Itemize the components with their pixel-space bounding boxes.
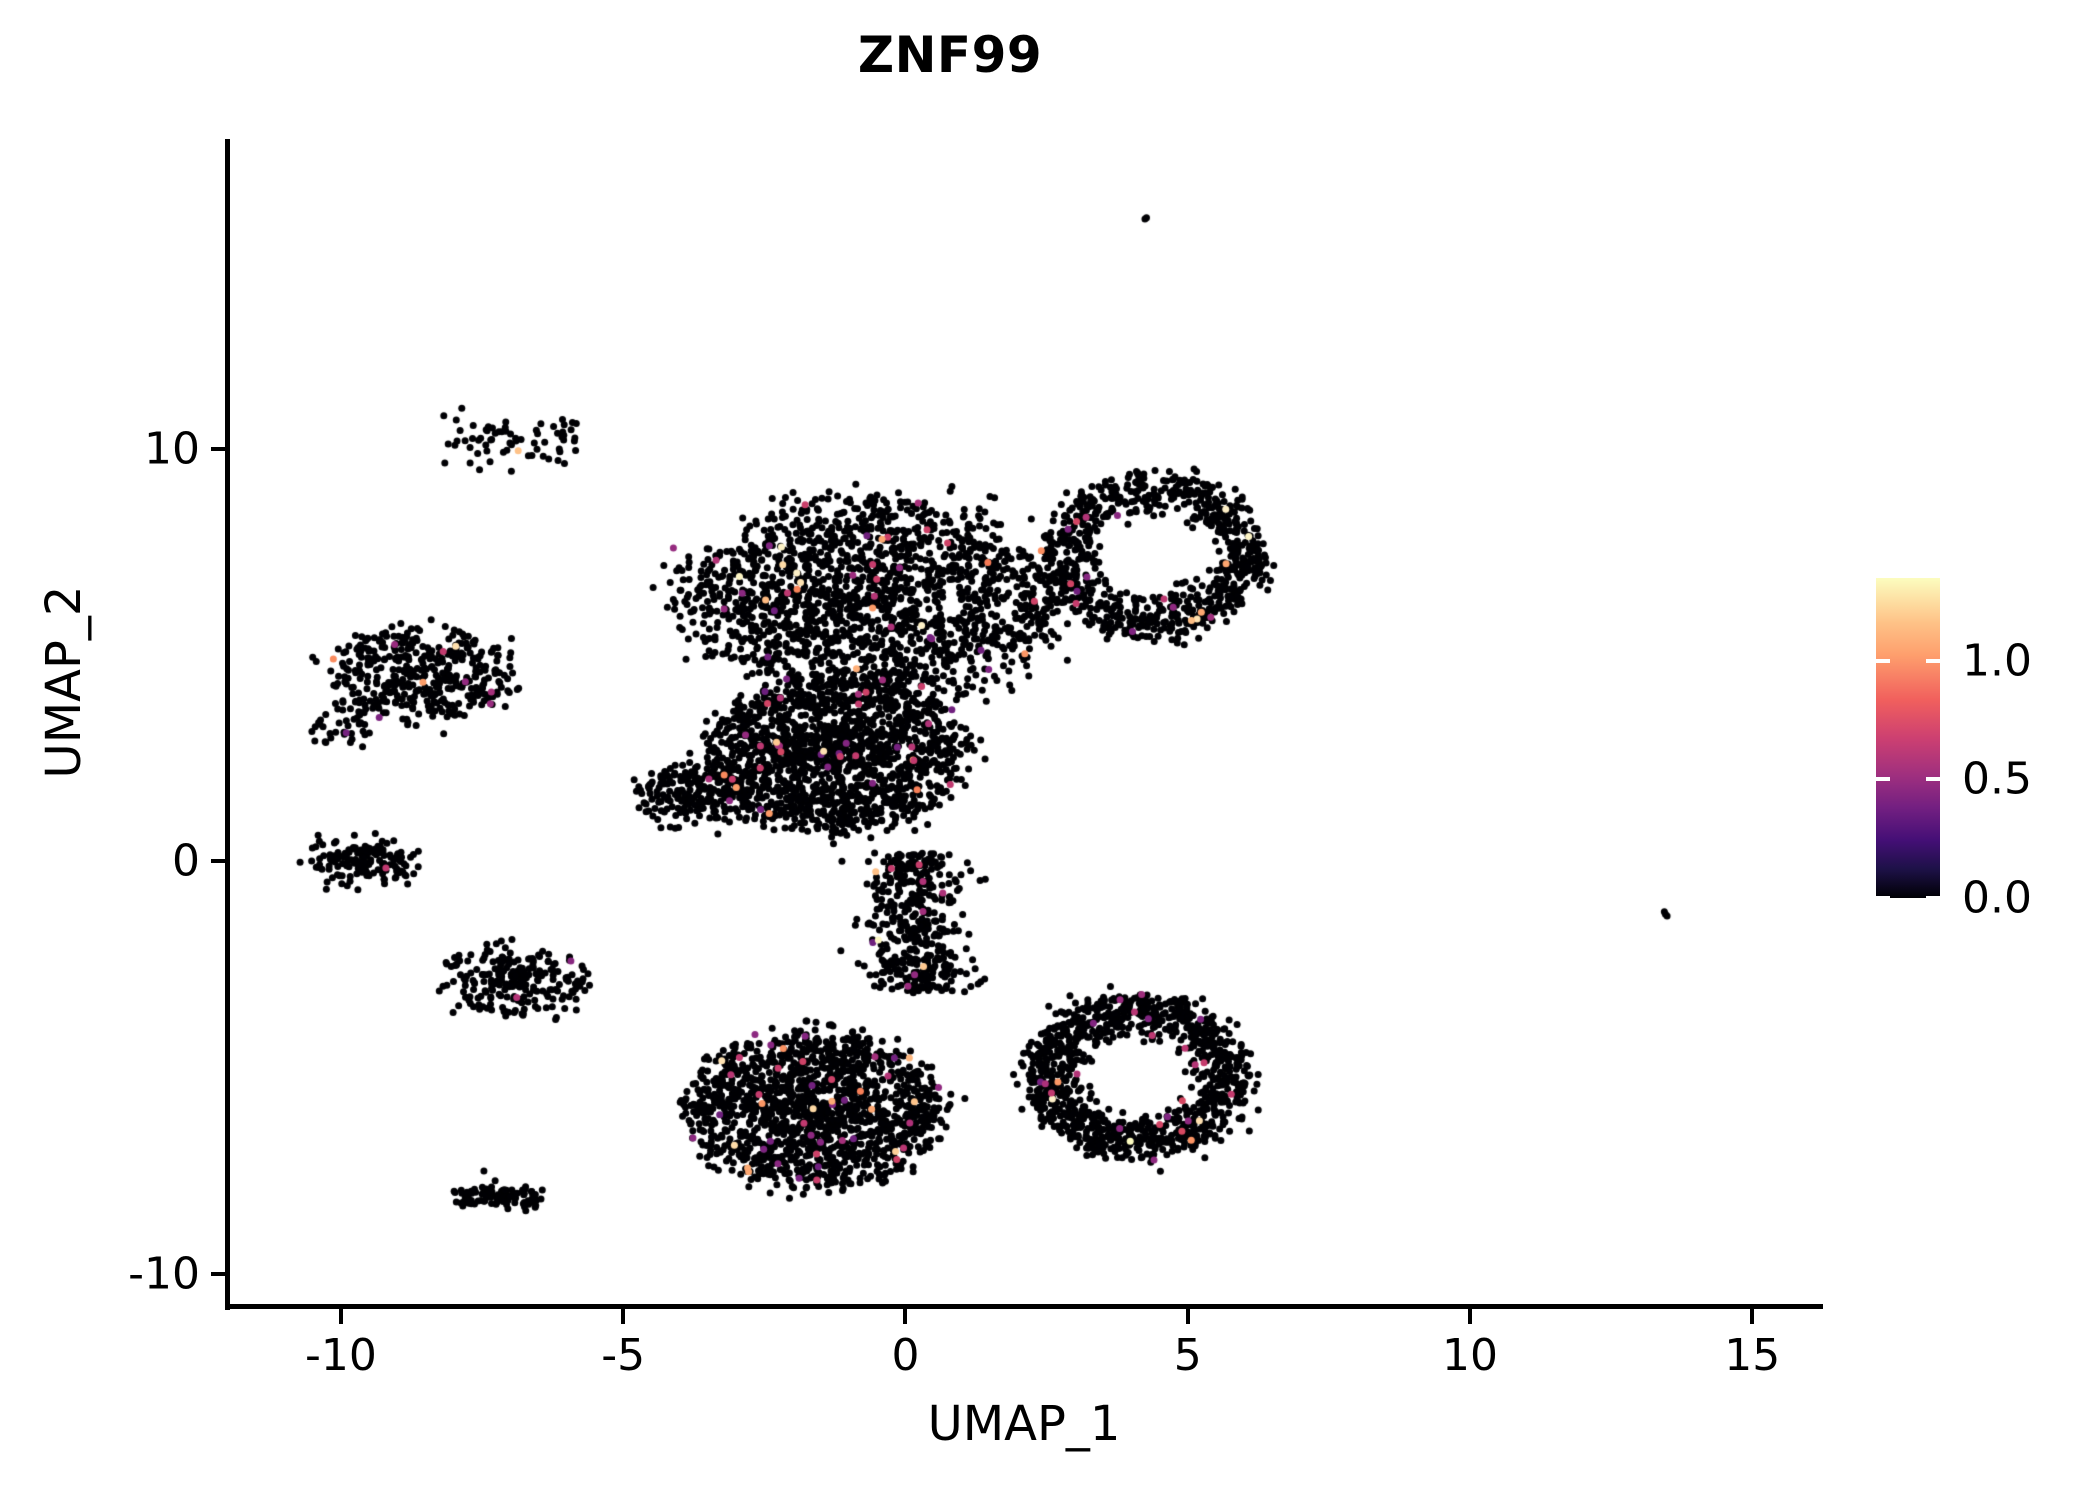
colorbar-tick-mark: [1926, 777, 1940, 782]
y-tick-label: 10: [144, 423, 200, 475]
colorbar-tick-mark: [1876, 896, 1890, 900]
y-tick-mark: [211, 1271, 226, 1276]
colorbar-tick-label: 1.0: [1962, 635, 2032, 687]
y-axis-label: UMAP_2: [36, 585, 92, 779]
x-axis-label: UMAP_1: [927, 1396, 1121, 1452]
x-tick-mark: [338, 1309, 343, 1324]
colorbar-gradient: [1876, 578, 1940, 898]
y-tick-mark: [211, 859, 226, 864]
colorbar-tick-mark: [1926, 658, 1940, 663]
colorbar-tick-label: 0.5: [1962, 753, 2032, 805]
x-tick-label: -10: [304, 1330, 377, 1381]
scatter-plot-canvas: [228, 139, 1820, 1307]
x-tick-label: 5: [1173, 1330, 1202, 1381]
x-tick-mark: [621, 1309, 626, 1324]
colorbar-tick-label: 0.0: [1962, 872, 2032, 924]
x-tick-mark: [903, 1309, 908, 1324]
y-axis-spine: [225, 139, 230, 1310]
colorbar: 1.0 0.5 0.0: [1876, 578, 2096, 924]
x-tick-label: -5: [601, 1330, 646, 1381]
x-tick-label: 10: [1441, 1330, 1498, 1381]
colorbar-tick-mark: [1926, 896, 1940, 900]
x-tick-mark: [1185, 1309, 1190, 1324]
x-tick-label: 0: [891, 1330, 920, 1381]
x-tick-mark: [1467, 1309, 1472, 1324]
y-tick-label: -10: [128, 1248, 200, 1300]
colorbar-tick-mark: [1876, 777, 1890, 782]
y-tick-label: 0: [172, 835, 200, 887]
y-tick-mark: [211, 446, 226, 451]
page-title: ZNF99: [857, 26, 1043, 84]
x-tick-mark: [1750, 1309, 1755, 1324]
colorbar-tick-mark: [1876, 658, 1890, 663]
x-tick-label: 15: [1724, 1330, 1781, 1381]
